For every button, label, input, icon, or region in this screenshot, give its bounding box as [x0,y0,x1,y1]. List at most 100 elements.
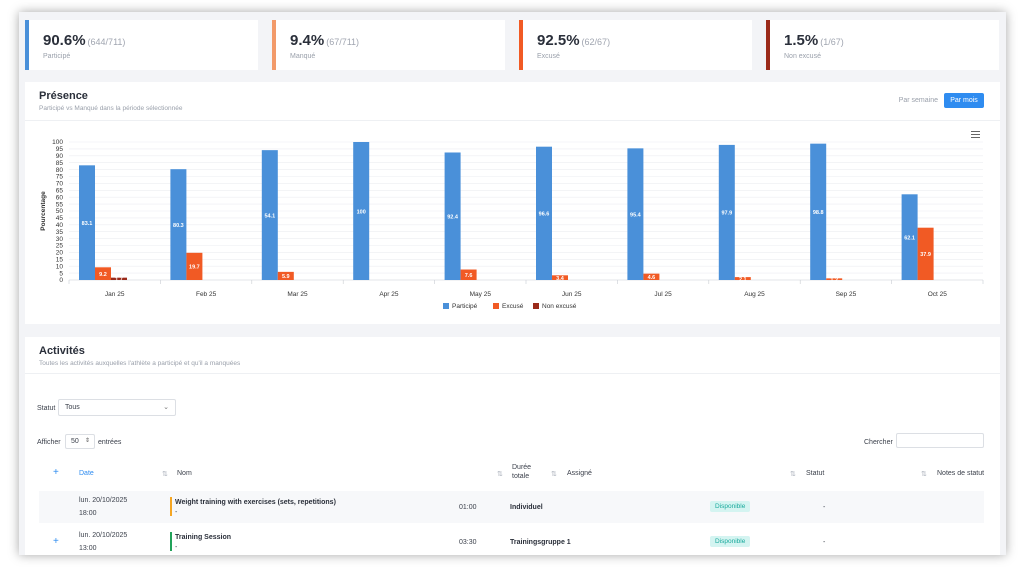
col-date[interactable]: Date [79,470,94,477]
y-tick-label: 0 [59,277,63,284]
data-label: 95.4 [630,212,642,218]
y-tick-label: 90 [56,153,64,160]
status-badge: Disponible [710,501,751,512]
show-entries-label: Afficher [37,439,61,446]
stat-percent: 92.5% [537,32,580,49]
x-tick-label: Feb 25 [196,291,217,298]
bar-participé [810,143,827,280]
sort-icon[interactable]: ⇅ [921,471,927,478]
row-name-sub: - [175,509,178,516]
data-label: 92.4 [447,215,459,221]
x-tick-label: Apr 25 [379,291,399,298]
entries-label: entrées [98,439,122,446]
y-tick-label: 55 [56,201,64,208]
toggle-per-week[interactable]: Par semaine [898,97,938,104]
y-tick-label: 95 [56,146,64,153]
bar-excusé [277,271,294,280]
y-tick-label: 60 [56,194,64,201]
sort-icon[interactable]: ⇅ [551,471,557,478]
data-label: 100 [357,209,366,215]
stat-fraction: (1/67) [820,37,844,47]
data-label: 5.9 [282,274,290,280]
page-size-select[interactable]: 50 ⇕ [65,434,95,449]
row-time: 18:00 [79,510,97,517]
y-tick-label: 45 [56,215,64,222]
legend-label: Non excusé [542,303,577,310]
row-assigned: Individuel [510,504,543,511]
stat-percent: 9.4% [290,32,325,49]
y-tick-label: 10 [56,263,64,270]
row-name[interactable]: Training Session [175,534,232,541]
bar-non-excusé [111,277,127,280]
col-status[interactable]: Statut [806,470,825,477]
bar-excusé [734,277,751,280]
row-duration: 01:00 [459,504,477,511]
search-label: Chercher [864,439,893,446]
presence-subtitle: Participé vs Manqué dans la période séle… [39,105,183,112]
chevron-down-icon: ⌄ [163,404,169,411]
app-frame: 90.6% (644/711) Participé 9.4% (67/711) Ma… [19,12,1006,555]
toggle-per-month[interactable]: Par mois [944,93,984,108]
bar-participé [170,169,187,280]
stat-card-participated: 90.6% (644/711) Participé [25,20,258,70]
expand-all-plus-icon[interactable]: + [53,467,59,478]
activities-subtitle: Toutes les activités auxquelles l'athlèt… [39,360,241,367]
status-filter-label: Statut [37,405,56,412]
bar-participé [353,142,370,280]
bar-excusé [186,252,203,280]
row-name[interactable]: Weight training with exercises (sets, re… [175,499,336,506]
data-label: 97.9 [721,211,732,217]
row-notes: - [823,539,826,546]
expand-row-plus-icon[interactable]: + [53,536,59,547]
bar-participé [718,144,735,280]
y-tick-label: 30 [56,236,64,243]
x-tick-label: Jan 25 [105,291,125,298]
col-duration-line1: Durée [512,464,532,471]
presence-card: Présence Participé vs Manqué dans la pér… [25,82,1000,324]
stat-card-unexcused: 1.5% (1/67) Non excusé [766,20,999,70]
status-filter-select[interactable]: Tous ⌄ [58,399,176,416]
y-tick-label: 80 [56,167,64,174]
sort-icon[interactable]: ⇅ [790,471,796,478]
table-row[interactable]: + lun. 20/10/2025 13:00 Training Session… [39,526,984,555]
col-name[interactable]: Nom [177,470,192,477]
row-name-sub: - [175,544,178,551]
data-label: 98.8 [813,210,824,216]
stat-label: Non excusé [784,53,821,60]
data-label: 4.6 [648,275,656,281]
sort-icon[interactable]: ⇅ [162,471,168,478]
divider [25,373,1000,374]
row-time: 13:00 [79,545,97,552]
hamburger-icon[interactable] [971,131,980,138]
legend-swatch [443,303,449,309]
stat-label: Manqué [290,53,316,60]
table-row[interactable]: lun. 20/10/2025 18:00 Weight training wi… [39,491,984,523]
y-tick-label: 40 [56,222,64,229]
legend-label: Excusé [502,303,524,310]
y-axis-label: Pourcentage [40,191,47,231]
col-duration[interactable]: Durée totale [512,464,531,480]
activity-color-mark [170,532,172,551]
legend-swatch [493,303,499,309]
y-tick-label: 35 [56,229,64,236]
bar-participé [627,148,644,280]
data-label: 1.7 [115,277,123,283]
stat-percent: 1.5% [784,32,819,49]
bar-participé [79,165,95,280]
x-tick-label: Mar 25 [287,291,308,298]
data-label: 3.4 [556,276,565,282]
bar-participé [261,150,278,280]
sort-icon[interactable]: ⇅ [497,471,503,478]
x-tick-label: Sep 25 [836,291,857,298]
search-input[interactable] [896,433,984,448]
stats-row: 90.6% (644/711) Participé 9.4% (67/711) Ma… [25,20,1000,70]
data-label: 9.2 [99,272,107,278]
row-duration: 03:30 [459,539,477,546]
y-tick-label: 65 [56,188,64,195]
status-filter-value: Tous [65,404,80,411]
x-tick-label: Oct 25 [928,291,948,298]
y-tick-label: 75 [56,174,64,181]
bar-excusé [917,227,934,280]
col-assigned[interactable]: Assigné [567,470,592,477]
col-notes[interactable]: Notes de statut [937,470,985,477]
